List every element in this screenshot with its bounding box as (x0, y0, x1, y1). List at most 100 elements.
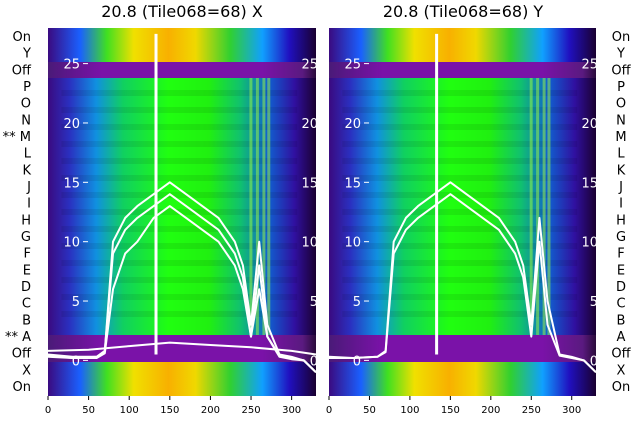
heatmap-stripe (61, 243, 298, 249)
row-label-left: E (23, 263, 31, 278)
heatmap-band (48, 78, 316, 335)
heatmap-stripe (61, 124, 298, 130)
y-tick-label-right: 0 (310, 354, 318, 369)
row-label-right: K (617, 163, 626, 178)
row-label-left: K (22, 163, 31, 178)
heatmap-stripe (342, 260, 578, 266)
row-label-right: I (619, 197, 623, 212)
row-label-right: B (617, 313, 626, 328)
heatmap-strip (249, 78, 253, 335)
y-tick-label-right: 15 (301, 176, 318, 191)
heatmap-stripe (342, 90, 578, 96)
heatmap-stripe (342, 124, 578, 130)
y-tick-label-right: 10 (301, 236, 318, 251)
heatmap-stripe (61, 277, 298, 283)
heatmap-stripe (342, 192, 578, 198)
heatmap-stripe (61, 90, 298, 96)
row-label-right: N (616, 113, 626, 128)
x-tick-label: 200 (481, 405, 500, 416)
x-tick-label: 50 (82, 405, 95, 416)
y-tick-label-right: 25 (581, 58, 598, 73)
row-label-left: X (22, 363, 31, 378)
y-tick-label: 25 (63, 58, 80, 73)
heatmap-strip (529, 78, 533, 335)
heatmap-band (329, 62, 596, 78)
row-label-right: J (618, 180, 623, 195)
row-label-right: L (617, 147, 625, 162)
heatmap-stripe (342, 277, 578, 283)
y-tick-label: 10 (63, 236, 80, 251)
heatmap-stripe (61, 294, 298, 300)
y-tick-label: 0 (72, 354, 80, 369)
heatmap-band (48, 28, 316, 62)
row-label-right: C (616, 297, 625, 312)
y-tick-label: 20 (344, 117, 361, 132)
x-tick-label: 250 (241, 405, 260, 416)
heatmap-stripe (342, 311, 578, 317)
heatmap-stripe (61, 192, 298, 198)
heatmap-band (329, 362, 596, 396)
heatmap-stripe (342, 158, 578, 164)
row-label-left: ** A (5, 330, 31, 345)
row-label-left: H (21, 213, 31, 228)
row-label-left: On (13, 380, 31, 395)
row-label-right: X (617, 363, 626, 378)
row-label-right: D (616, 280, 626, 295)
row-label-right: Off (611, 63, 631, 78)
row-label-right: F (617, 247, 624, 262)
x-tick-label: 0 (45, 405, 51, 416)
row-label-left: F (24, 247, 31, 262)
y-tick-label-right: 15 (581, 176, 598, 191)
x-tick-label: 300 (282, 405, 301, 416)
heatmap-stripe (342, 141, 578, 147)
heatmap-band (48, 62, 316, 78)
x-tick-label: 250 (522, 405, 541, 416)
row-label-right: H (616, 213, 626, 228)
x-tick-label: 0 (326, 405, 332, 416)
heatmap-band (329, 28, 596, 62)
x-tick-label: 200 (201, 405, 220, 416)
y-tick-label: 10 (344, 236, 361, 251)
row-label-right: On (612, 380, 630, 395)
heatmap-stripe (342, 294, 578, 300)
panel-x: 0 0 5 5 10 10 15 15 20 20 25 25 (47, 28, 318, 396)
row-label-left: B (22, 313, 31, 328)
row-label-left: C (22, 297, 31, 312)
y-tick-label-right: 10 (581, 236, 598, 251)
y-tick-label: 5 (72, 295, 80, 310)
y-tick-label: 5 (353, 295, 361, 310)
y-tick-label-right: 25 (301, 58, 318, 73)
row-label-left: G (21, 230, 31, 245)
row-label-left: J (26, 180, 31, 195)
x-tick-label: 100 (400, 405, 419, 416)
row-label-left: Y (22, 47, 31, 62)
heatmap-band (48, 362, 316, 396)
heatmap-strip (262, 78, 266, 335)
heatmap-strip (267, 78, 271, 335)
row-label-right: Y (616, 47, 625, 62)
panel-y: 0 0 5 5 10 10 15 15 20 20 25 25 (328, 28, 598, 396)
x-tick-label: 50 (363, 405, 376, 416)
y-tick-label: 0 (353, 354, 361, 369)
heatmap-stripe (342, 107, 578, 113)
y-tick-label-right: 5 (590, 295, 598, 310)
heatmap-stripe (61, 107, 298, 113)
heatmap-strip (536, 78, 540, 335)
row-label-left: ** M (3, 130, 31, 145)
y-tick-label-right: 20 (581, 117, 598, 132)
row-label-left: I (27, 197, 31, 212)
row-label-left: N (21, 113, 31, 128)
row-label-left: L (24, 147, 32, 162)
x-ticks-left: 0 50 100 150 200 250 300 (45, 396, 301, 416)
row-label-left: On (13, 30, 31, 45)
row-label-right: G (616, 230, 626, 245)
row-label-right: On (612, 30, 630, 45)
heatmap-stripe (342, 175, 578, 181)
heatmap-stripe (61, 311, 298, 317)
y-tick-label: 20 (63, 117, 80, 132)
row-label-left: Off (12, 347, 32, 362)
heatmap-stripe (342, 243, 578, 249)
